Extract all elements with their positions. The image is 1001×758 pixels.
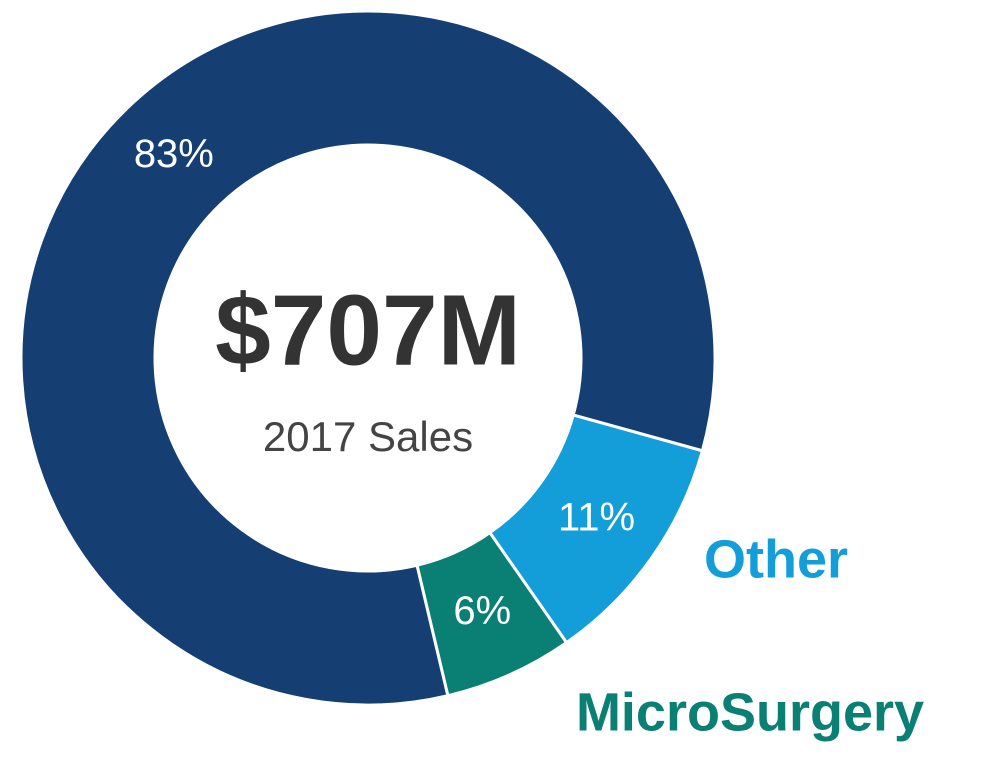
center-subtitle: 2017 Sales [263, 413, 473, 460]
value-label: 83% [134, 132, 214, 176]
value-label: 6% [453, 589, 511, 633]
donut-segment [19, 9, 717, 707]
value-label: 11% [558, 495, 635, 539]
category-label: Other [704, 529, 848, 589]
center-title: $707M [215, 274, 521, 386]
category-label: MicroSurgery [576, 682, 924, 742]
